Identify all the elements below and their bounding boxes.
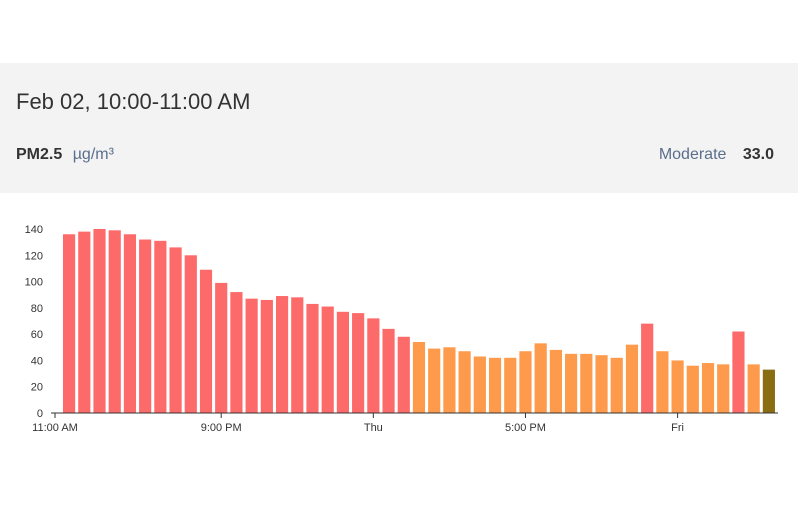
bar <box>428 348 441 413</box>
reading-header: Feb 02, 10:00-11:00 AM PM2.5 µg/m³ Moder… <box>0 63 798 193</box>
bar <box>108 230 121 413</box>
bar <box>245 298 258 413</box>
bar <box>519 351 532 413</box>
bar <box>382 328 395 413</box>
bar <box>580 353 593 413</box>
bar <box>747 364 760 413</box>
x-tick-label: 5:00 PM <box>505 422 546 434</box>
bar <box>671 360 684 413</box>
bar <box>184 255 197 413</box>
bar <box>306 303 319 413</box>
bar <box>717 364 730 413</box>
bar <box>169 247 182 413</box>
bar <box>625 344 639 413</box>
bar <box>412 342 426 413</box>
aqi-value: 33.0 <box>742 146 774 163</box>
bar <box>321 306 334 413</box>
bar <box>488 357 502 413</box>
date-range-title: Feb 02, 10:00-11:00 AM <box>16 89 251 114</box>
y-tick-label: 100 <box>25 277 43 289</box>
bar <box>367 318 380 413</box>
pollutant-name: PM2.5 <box>16 146 63 163</box>
bar <box>565 353 578 413</box>
bar <box>656 351 669 413</box>
pm25-bar-chart: 0 20 40 60 80 100 120 140 11:00 AM 9:00 PM Thu 5:00… <box>25 224 778 434</box>
bar <box>610 357 623 413</box>
bar <box>291 297 304 413</box>
bar <box>443 347 456 413</box>
bar <box>275 296 289 413</box>
bar <box>549 349 562 413</box>
bar <box>260 299 273 413</box>
bar <box>215 282 228 413</box>
x-tick-label: Fri <box>671 422 684 434</box>
bar <box>504 357 517 413</box>
y-tick-label: 120 <box>25 250 43 262</box>
bar <box>641 323 654 413</box>
bar <box>78 231 91 413</box>
y-tick-label: 20 <box>31 382 43 394</box>
x-tick-label: 9:00 PM <box>201 422 242 434</box>
bar <box>230 292 243 413</box>
bar <box>139 239 152 413</box>
bar <box>199 269 213 413</box>
y-tick-label: 60 <box>31 329 43 341</box>
bar <box>123 234 137 413</box>
bar <box>686 365 699 413</box>
bar <box>732 331 745 413</box>
pollutant-unit: µg/m³ <box>72 146 114 163</box>
bar <box>473 356 486 413</box>
bar <box>63 234 76 413</box>
bar <box>762 369 775 413</box>
bar <box>397 336 410 413</box>
y-tick-label: 40 <box>31 355 43 367</box>
y-tick-label: 80 <box>31 303 43 315</box>
pollutant-label: PM2.5 µg/m³ <box>16 146 114 164</box>
bar <box>336 311 349 413</box>
bar <box>154 240 167 413</box>
bar <box>93 229 106 413</box>
y-tick-label: 140 <box>25 224 43 236</box>
x-tick-label: 11:00 AM <box>32 422 78 434</box>
aqi-reading: Moderate 33.0 <box>659 146 774 164</box>
bar <box>534 343 547 413</box>
y-tick-label: 0 <box>37 408 43 420</box>
bar <box>595 355 608 413</box>
bar <box>701 363 715 413</box>
bar <box>458 351 471 413</box>
x-tick-label: Thu <box>364 422 383 434</box>
bar <box>352 313 365 413</box>
aqi-category: Moderate <box>658 146 727 163</box>
